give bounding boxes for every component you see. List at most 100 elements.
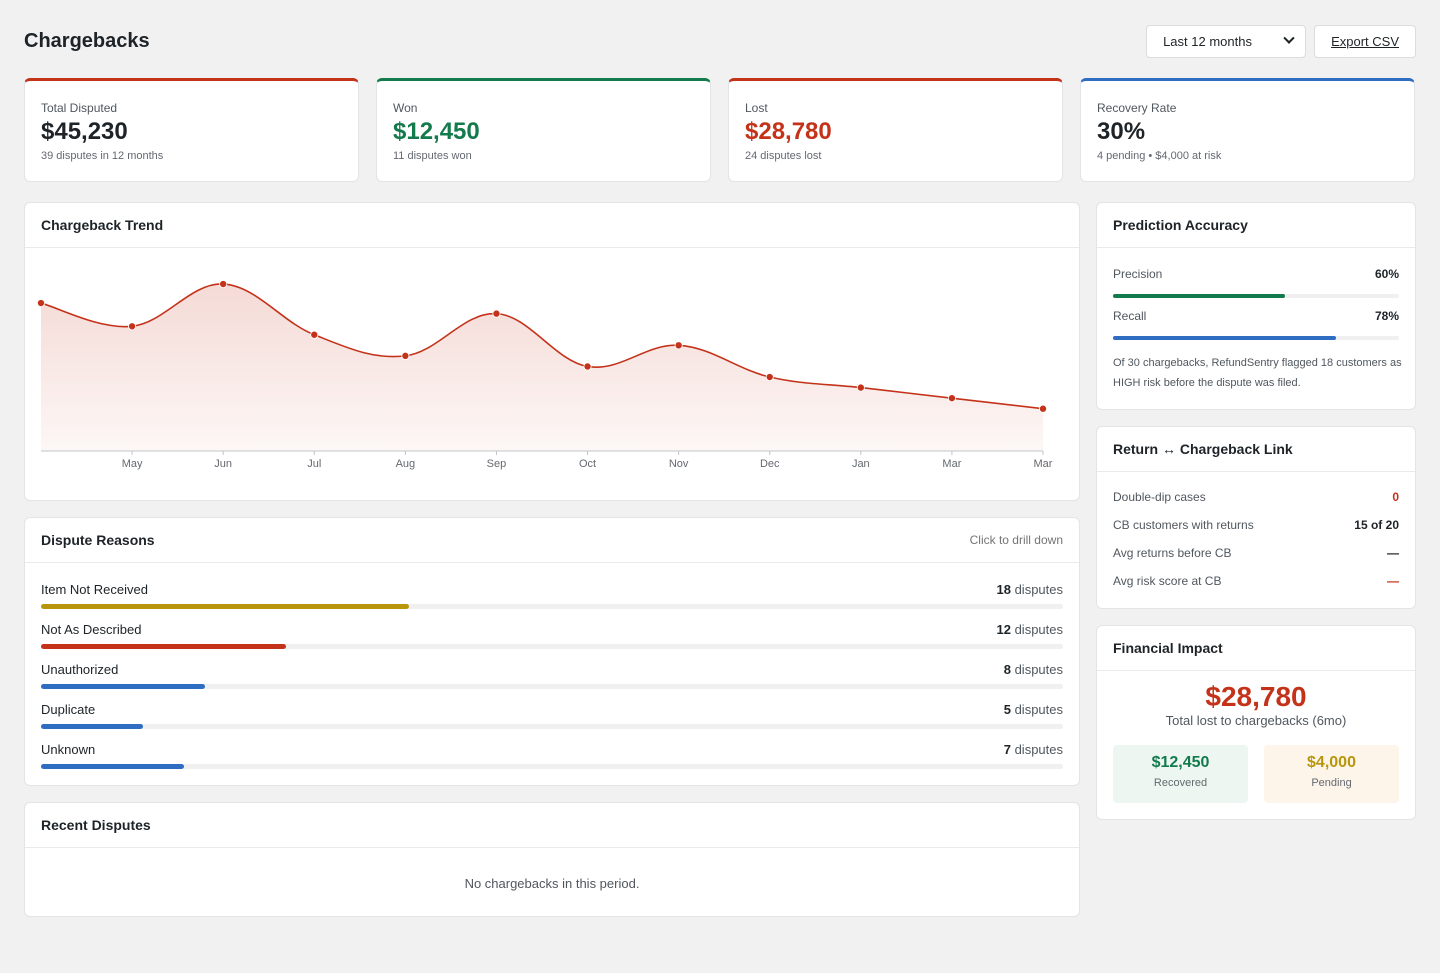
reason-bar-track [41, 764, 1063, 769]
kpi-value: $12,450 [393, 118, 480, 145]
trend-point-nov[interactable] [674, 341, 683, 350]
recall-fill [1113, 336, 1337, 340]
reason-label: Unauthorized [41, 662, 119, 677]
recall-row: Recall 78% [1113, 309, 1399, 323]
reason-bar-track [41, 724, 1063, 729]
kpi-label: Total Disputed [41, 101, 118, 115]
reason-count-unit: disputes [1014, 742, 1063, 757]
trend-chart: May Jun Jul Aug Sep Oct Nov Dec Jan Mar Mar [36, 280, 1053, 470]
reason-header: Duplicate 5 disputes [41, 702, 1063, 717]
reason-count-unit: disputes [1014, 662, 1063, 677]
link-value: — [1387, 574, 1399, 588]
card-header: Chargeback Trend [25, 203, 1079, 248]
kpi-value: 30% [1097, 118, 1146, 145]
dispute-reasons-card: Dispute Reasons Click to drill down Item… [24, 517, 1080, 786]
reason-header: Unauthorized 8 disputes [41, 662, 1063, 677]
trend-point-aug[interactable] [401, 351, 410, 360]
metric-value: 78% [1374, 309, 1399, 323]
reason-header: Item Not Received 18 disputes [41, 582, 1063, 597]
card-title: Chargeback Trend [41, 217, 164, 233]
trend-point-oct[interactable] [583, 362, 592, 371]
kpi-value: $45,230 [41, 118, 128, 145]
reason-row[interactable]: Duplicate 5 disputes [41, 702, 1063, 729]
header-actions: Last 12 months Export CSV [1146, 24, 1416, 58]
prediction-accuracy-card: Prediction Accuracy Precision 60% Recall… [1096, 202, 1416, 410]
financial-impact-card: Financial Impact $28,780 Total lost to c… [1096, 625, 1416, 820]
kpi-lost: Lost $28,780 24 disputes lost [728, 78, 1063, 182]
link-label: Double-dip cases [1113, 490, 1206, 504]
kpi-subtext: 39 disputes in 12 months [41, 150, 164, 163]
reason-count-unit: disputes [1014, 622, 1063, 637]
kpi-subtext: 4 pending • $4,000 at risk [1097, 150, 1222, 163]
link-row: CB customers with returns 15 of 20 [1113, 518, 1399, 532]
link-row: Avg returns before CB — [1113, 546, 1399, 560]
trend-point-mar[interactable] [1039, 404, 1048, 413]
card-header: Financial Impact [1097, 626, 1415, 671]
export-csv-button[interactable]: Export CSV [1314, 24, 1416, 58]
kpi-label: Recovery Rate [1097, 101, 1177, 115]
x-tick-label: Mar [942, 458, 961, 470]
x-tick-label: May [122, 458, 143, 470]
reason-count-unit: disputes [1014, 582, 1063, 597]
period-select[interactable]: Last 12 months [1146, 24, 1307, 58]
trend-point-may[interactable] [128, 322, 137, 331]
chargeback-trend-card: Chargeback Trend May Jun Jul Aug Sep Oct Nov De… [24, 202, 1080, 501]
chevron-down-icon [1283, 32, 1295, 44]
precision-row: Precision 60% [1113, 267, 1399, 281]
reason-count-number: 12 [996, 622, 1011, 637]
kpi-subtext: 24 disputes lost [745, 150, 822, 163]
trend-point-jun[interactable] [219, 280, 228, 289]
trend-point-apr[interactable] [36, 299, 45, 308]
recovered-value: $12,450 [1151, 754, 1210, 771]
metric-label: Recall [1113, 309, 1147, 323]
trend-point-dec[interactable] [765, 373, 774, 382]
kpi-total-disputed: Total Disputed $45,230 39 disputes in 12… [24, 78, 359, 182]
x-tick-label: Aug [396, 458, 416, 470]
card-title: Recent Disputes [41, 817, 151, 833]
empty-state: No chargebacks in this period. [464, 876, 640, 891]
reason-row[interactable]: Not As Described 12 disputes [41, 622, 1063, 649]
pending-label: Pending [1311, 777, 1352, 789]
reason-row[interactable]: Unknown 7 disputes [41, 742, 1063, 769]
reason-bar-fill [41, 764, 185, 769]
trend-point-jul[interactable] [310, 330, 319, 339]
metric-label: Precision [1113, 267, 1163, 281]
link-value: — [1387, 546, 1399, 560]
pending-box: $4,000 Pending [1264, 745, 1399, 803]
metric-value: 60% [1374, 267, 1399, 281]
kpi-value: $28,780 [745, 118, 832, 145]
reason-bar-track [41, 684, 1063, 689]
kpi-label: Lost [745, 101, 768, 115]
reason-bar-fill [41, 724, 144, 729]
return-chargeback-link-card: Return ↔ Chargeback Link Double-dip case… [1096, 426, 1416, 609]
card-title: Financial Impact [1113, 640, 1223, 656]
reason-row[interactable]: Item Not Received 18 disputes [41, 582, 1063, 609]
page-header: Chargebacks Last 12 months Export CSV [24, 24, 1416, 58]
reason-row[interactable]: Unauthorized 8 disputes [41, 662, 1063, 689]
reason-label: Item Not Received [41, 582, 148, 597]
reason-bar-fill [41, 604, 409, 609]
trend-area [41, 283, 1043, 451]
reason-label: Unknown [41, 742, 96, 757]
kpi-subtext: 11 disputes won [393, 150, 472, 163]
reason-bar-fill [41, 684, 205, 689]
link-value: 0 [1392, 490, 1399, 504]
reason-count: 18 disputes [996, 582, 1063, 597]
link-label: Avg risk score at CB [1113, 574, 1222, 588]
trend-point-sep[interactable] [492, 309, 501, 318]
reason-count-number: 18 [996, 582, 1011, 597]
reason-bar-fill [41, 644, 287, 649]
trend-point-mar[interactable] [947, 394, 956, 403]
total-lost-label: Total lost to chargebacks (6mo) [1165, 713, 1347, 728]
precision-track [1113, 294, 1399, 298]
trend-point-jan[interactable] [856, 383, 865, 392]
x-tick-label: Jun [214, 458, 232, 470]
reason-count: 5 disputes [1004, 702, 1063, 717]
x-tick-label: Mar [1034, 458, 1053, 470]
reason-header: Unknown 7 disputes [41, 742, 1063, 757]
reason-bar-track [41, 644, 1063, 649]
reason-count-number: 8 [1003, 662, 1011, 677]
x-tick-label: Nov [669, 458, 689, 470]
x-tick-label: Jul [307, 458, 321, 470]
reason-count-number: 7 [1003, 742, 1011, 757]
